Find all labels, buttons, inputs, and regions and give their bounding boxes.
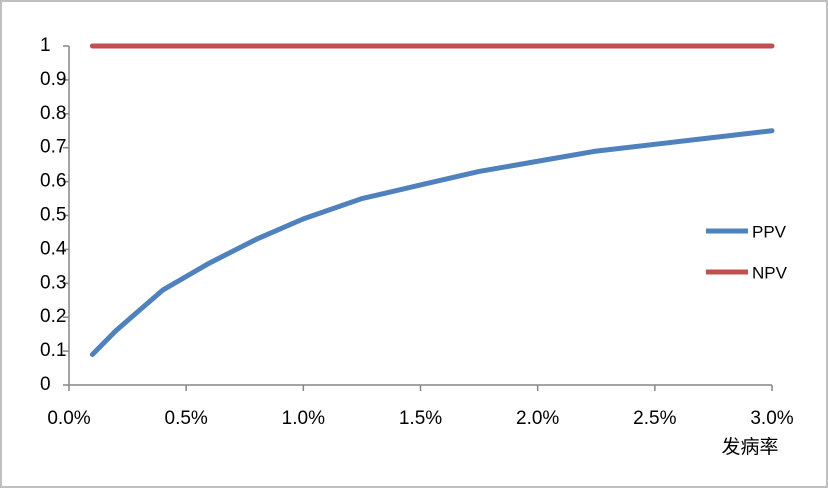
legend-label: PPV (752, 222, 787, 241)
x-tick-label: 1.0% (282, 408, 325, 429)
y-tick-label: 0.3 (40, 272, 66, 293)
y-tick-label: 0.8 (40, 103, 66, 124)
y-tick-label: 0.4 (40, 238, 67, 259)
x-tick-label: 0.5% (165, 408, 208, 429)
y-tick-label: 0.1 (40, 340, 66, 361)
y-tick-label: 0 (40, 374, 51, 395)
y-tick-label: 1 (40, 35, 51, 56)
chart-frame (0, 0, 828, 488)
x-tick-label: 2.0% (516, 408, 559, 429)
x-tick-label: 0.0% (47, 408, 90, 429)
y-tick-label: 0.5 (40, 205, 66, 226)
y-tick-label: 0.7 (40, 137, 66, 158)
x-tick-label: 3.0% (750, 408, 793, 429)
legend-label: NPV (752, 263, 788, 282)
x-tick-label: 2.5% (633, 408, 676, 429)
x-tick-label: 1.5% (399, 408, 442, 429)
y-tick-label: 0.6 (40, 171, 66, 192)
y-tick-label: 0.9 (40, 69, 66, 90)
x-axis-label: 发病率 (721, 436, 778, 458)
line-series (89, 128, 775, 357)
y-tick-label: 0.2 (40, 306, 66, 327)
